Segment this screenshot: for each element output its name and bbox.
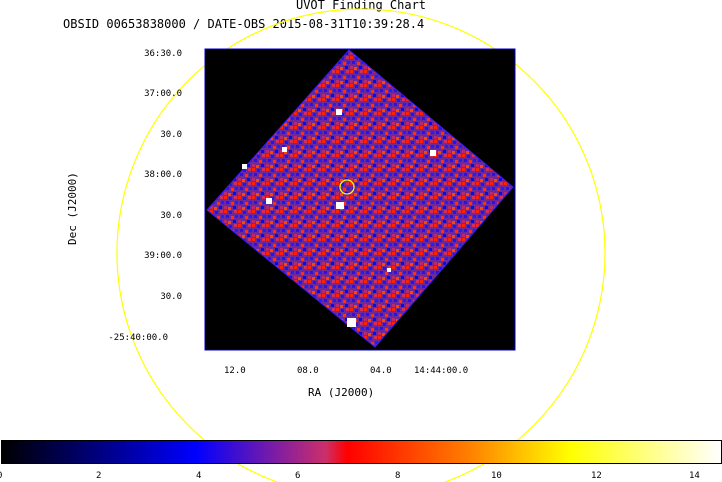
source-spot [336,109,342,115]
field-of-view-circle [116,8,606,482]
dec-tick: 30.0 [160,292,182,302]
bright-sources [242,109,436,327]
ra-tick: 08.0 [297,366,319,376]
colorbar-tick: 0 [0,471,2,481]
colorbar-tick: 10 [491,471,502,481]
dec-tick: -25:40:00.0 [108,333,168,343]
uvot-image [206,49,514,348]
colorbar [1,440,722,464]
x-axis-label: RA (J2000) [308,386,375,399]
dec-tick: 37:00.0 [144,89,182,99]
y-axis-label: Dec (J2000) [66,172,79,245]
colorbar-tick: 14 [689,471,700,481]
ra-tick: 04.0 [370,366,392,376]
dec-tick: 30.0 [160,211,182,221]
source-spot [336,202,344,209]
dec-tick: 30.0 [160,130,182,140]
target-circle [339,179,355,195]
source-spot [282,147,287,152]
chart-title: UVOT Finding Chart [295,0,427,12]
colorbar-tick: 12 [591,471,602,481]
dec-tick: 38:00.0 [144,170,182,180]
observation-subtitle: OBSID 00653838000 / DATE-OBS 2015-08-31T… [63,17,425,31]
colorbar-tick: 2 [96,471,102,481]
source-spot [387,268,391,272]
colorbar-tick: 6 [295,471,301,481]
dec-tick: 36:30.0 [144,49,182,59]
source-spot [242,164,247,169]
colorbar-tick: 4 [196,471,202,481]
source-spot [347,318,356,327]
colorbar-tick: 8 [395,471,401,481]
ra-tick: 12.0 [224,366,246,376]
ra-tick: 14:44:00.0 [414,366,469,376]
source-spot [430,150,436,156]
source-spot [266,198,272,204]
dec-tick: 39:00.0 [144,251,182,261]
